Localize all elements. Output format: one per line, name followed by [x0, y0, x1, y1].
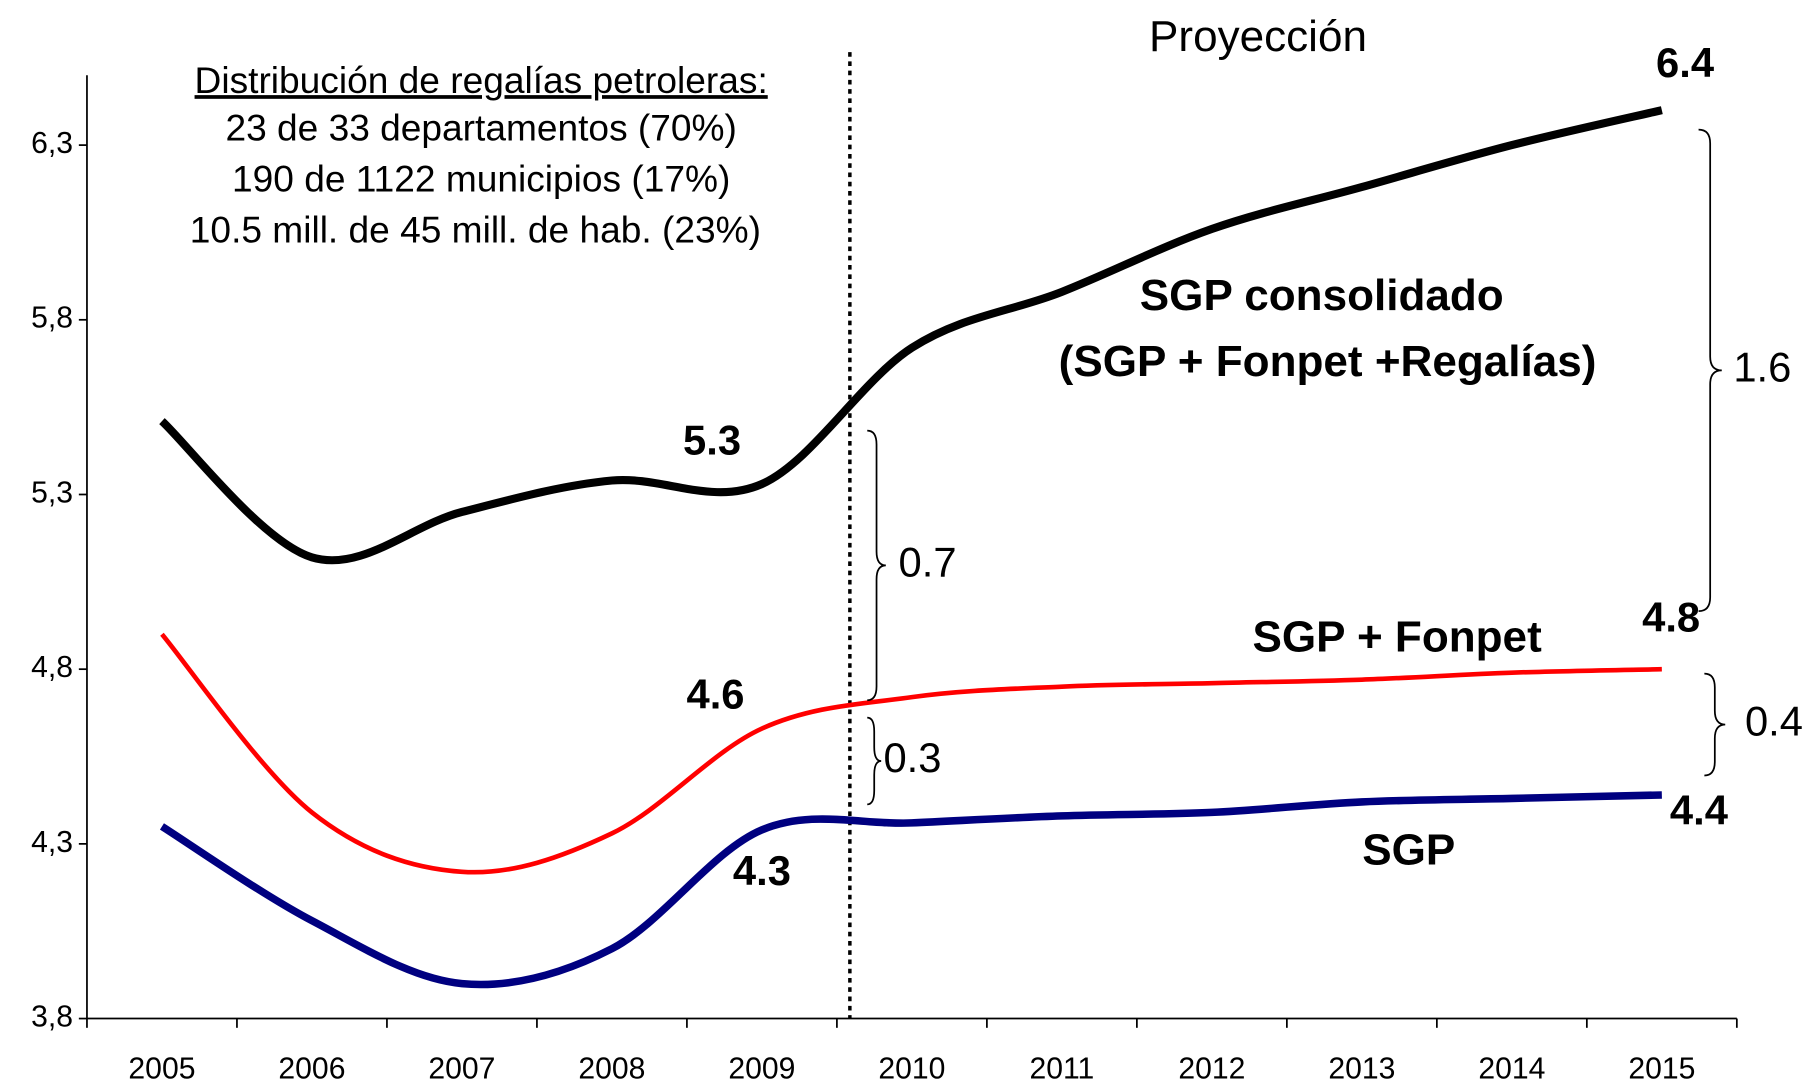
- x-tick-label: 2005: [128, 1053, 195, 1086]
- note-line: 10.5 mill. de 45 mill. de hab. (23%): [190, 208, 761, 250]
- y-tick-label: 3,8: [31, 1001, 73, 1034]
- difference-label: 0.4: [1745, 698, 1803, 745]
- y-tick-label: 4,8: [31, 651, 73, 684]
- value-label: 5.3: [683, 417, 741, 464]
- x-tick-label: 2007: [428, 1053, 495, 1086]
- value-label: 4.8: [1642, 594, 1700, 641]
- series-line: [159, 791, 1662, 989]
- y-tick-label: 5,8: [31, 302, 73, 335]
- value-label: 4.3: [733, 847, 791, 894]
- series-name: SGP: [1362, 826, 1455, 875]
- note-title: Distribución de regalías petroleras:: [195, 59, 768, 101]
- x-tick-label: 2008: [578, 1053, 645, 1086]
- series-name: SGP + Fonpet: [1252, 613, 1542, 662]
- series-line: [159, 106, 1663, 565]
- x-tick-label: 2012: [1178, 1053, 1245, 1086]
- brace: [1704, 672, 1726, 777]
- difference-label: 0.7: [899, 538, 957, 585]
- value-label: 6.4: [1656, 39, 1714, 86]
- y-tick-label: 4,3: [31, 826, 73, 859]
- value-label: 4.6: [687, 670, 745, 717]
- series-name-sub: (SGP + Fonpet +Regalías): [1059, 337, 1597, 386]
- difference-label: 1.6: [1733, 343, 1791, 390]
- note-line: 23 de 33 departamentos (70%): [225, 107, 736, 149]
- brace: [867, 716, 882, 806]
- chart-title: Proyección: [1149, 12, 1367, 61]
- y-tick-label: 5,3: [31, 476, 73, 509]
- x-tick-label: 2013: [1328, 1053, 1395, 1086]
- value-label: 4.4: [1670, 787, 1728, 834]
- x-tick-label: 2015: [1628, 1053, 1695, 1086]
- brace: [867, 429, 886, 702]
- x-tick-label: 2006: [278, 1053, 345, 1086]
- brace: [1698, 128, 1722, 612]
- series-name: SGP consolidado: [1140, 271, 1504, 320]
- x-tick-label: 2010: [878, 1053, 945, 1086]
- note-line: 190 de 1122 municipios (17%): [232, 158, 730, 200]
- series-line: [160, 632, 1662, 875]
- difference-label: 0.3: [883, 734, 941, 781]
- x-tick-label: 2014: [1478, 1053, 1545, 1086]
- x-tick-label: 2009: [728, 1053, 795, 1086]
- y-tick-label: 6,3: [31, 127, 73, 160]
- x-tick-label: 2011: [1029, 1053, 1094, 1086]
